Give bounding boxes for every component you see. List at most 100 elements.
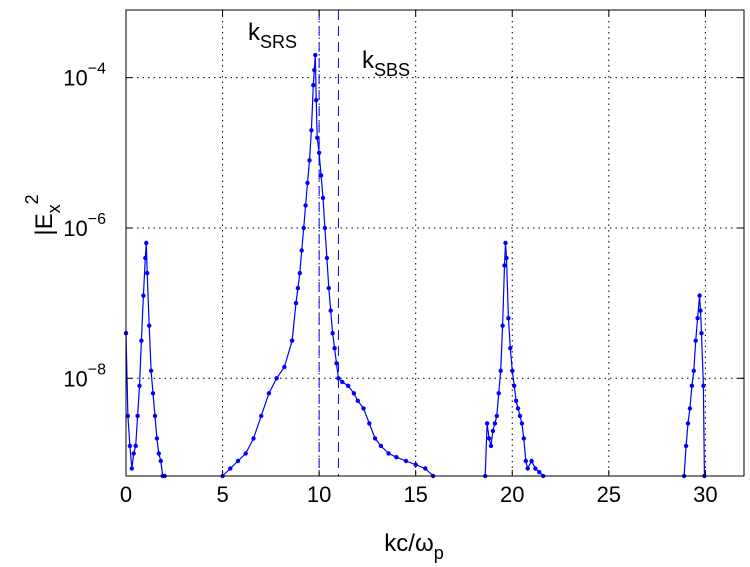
data-point (492, 421, 498, 426)
x-axis-label: kc/ωp (384, 530, 443, 563)
data-point (367, 421, 372, 426)
series-segment-3 (484, 242, 544, 477)
y-tick-label: 10−8 (63, 361, 106, 391)
data-point (299, 248, 304, 253)
data-point (141, 293, 146, 298)
data-point (311, 83, 316, 88)
data-point (510, 368, 515, 373)
data-point (525, 466, 530, 471)
data-point (687, 406, 693, 411)
data-point (135, 413, 140, 419)
data-point (683, 443, 689, 449)
data-point (143, 255, 148, 261)
data-point (251, 436, 256, 441)
data-point (320, 195, 326, 201)
data-point (695, 316, 700, 321)
data-point (498, 368, 503, 373)
data-point (355, 398, 360, 403)
x-tick-label: 5 (216, 482, 228, 507)
data-point (513, 398, 519, 403)
data-point (423, 466, 428, 471)
data-point (125, 413, 131, 419)
data-point (152, 413, 158, 419)
data-point (137, 383, 142, 388)
data-point (303, 203, 308, 208)
data-point (685, 421, 691, 426)
data-point (698, 308, 703, 313)
data-point (378, 443, 384, 449)
data-point (334, 361, 339, 366)
data-point (508, 346, 513, 351)
data-point (332, 346, 337, 351)
axis-ticks: 0 5 10 15 20 25 30 10−8 10−6 10−4 (63, 10, 744, 507)
data-point (330, 331, 335, 336)
data-point (266, 391, 272, 396)
data-point (701, 383, 706, 388)
data-point (324, 255, 330, 261)
data-point (351, 391, 357, 396)
x-tick-label: 15 (403, 482, 427, 507)
k-srs-label: kSRS (248, 19, 297, 52)
data-point (517, 413, 523, 419)
data-point (515, 406, 521, 411)
data-point (372, 436, 378, 441)
data-point (691, 368, 696, 373)
data-point (274, 376, 279, 381)
data-point (297, 270, 302, 276)
data-point (413, 462, 418, 467)
data-point (336, 376, 341, 381)
data-point (293, 300, 299, 306)
data-point (301, 225, 306, 231)
axis-labels: kc/ωp |Ex2 (22, 194, 444, 563)
data-point (699, 331, 704, 336)
data-point (145, 270, 150, 276)
x-tick-label: 10 (307, 482, 331, 507)
data-point (322, 225, 328, 231)
data-point (521, 436, 526, 441)
k-sbs-label: kSBS (362, 47, 410, 80)
data-point (496, 391, 501, 396)
data-point (403, 458, 409, 464)
data-point (318, 173, 324, 178)
data-point (697, 293, 702, 298)
data-point (326, 285, 331, 291)
data-point (158, 458, 163, 464)
data-point (282, 364, 287, 370)
data-point (313, 52, 318, 58)
data-point (156, 451, 161, 456)
data-point (154, 436, 160, 441)
data-point (328, 308, 333, 313)
data-point (345, 383, 351, 388)
data-point (235, 458, 241, 464)
data-point (131, 451, 136, 456)
axes-frame (125, 9, 745, 477)
data-point (312, 67, 317, 73)
data-point (689, 383, 695, 388)
data-point (139, 338, 144, 343)
data-point (490, 428, 496, 434)
data-point (503, 240, 508, 246)
data-point (148, 368, 154, 373)
data-point (315, 135, 320, 140)
data-point (529, 458, 534, 464)
data-point (147, 323, 152, 328)
data-point (361, 406, 366, 411)
data-point (533, 466, 538, 471)
data-point (259, 413, 264, 419)
data-point (295, 285, 301, 291)
data-point (519, 421, 525, 426)
data-point (488, 443, 494, 449)
data-point (150, 391, 156, 396)
x-tick-label: 20 (500, 482, 524, 507)
data-point (243, 451, 248, 456)
x-tick-label: 0 (120, 482, 132, 507)
data-point (127, 443, 133, 449)
data-point (133, 443, 138, 449)
data-point (693, 338, 698, 343)
data-point (314, 98, 319, 103)
data-point (506, 316, 511, 321)
data-point (537, 470, 542, 475)
data-point (394, 455, 399, 460)
data-point (500, 323, 505, 328)
